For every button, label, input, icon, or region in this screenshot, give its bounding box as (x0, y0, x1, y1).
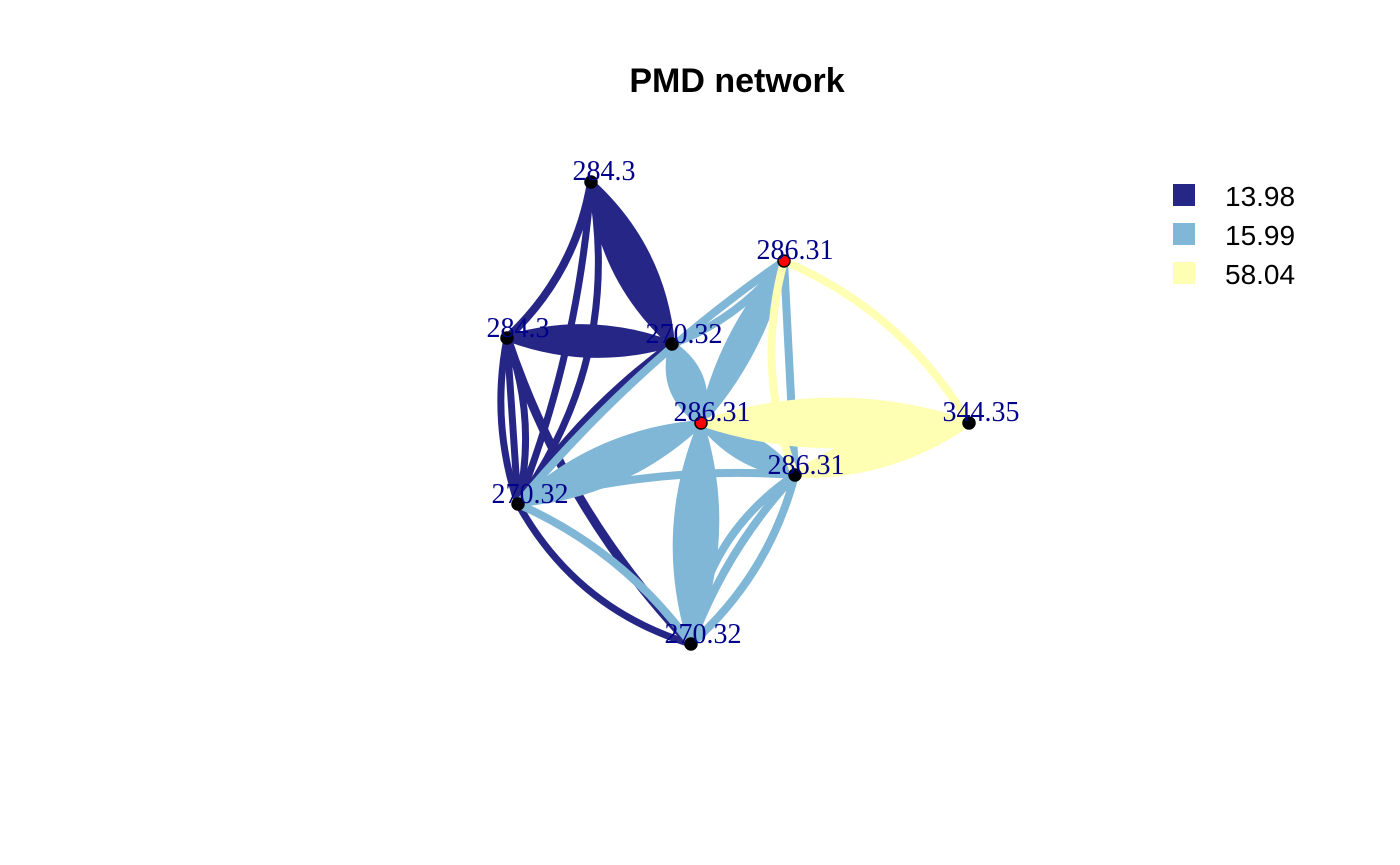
network-edge (514, 500, 695, 648)
node-label: 284.3 (487, 313, 550, 344)
network-node (694, 416, 708, 430)
network-node (788, 468, 802, 482)
network-node (665, 337, 679, 351)
node-label: 344.35 (943, 397, 1020, 428)
network-nodes (500, 175, 976, 651)
chart-title: PMD network (629, 62, 844, 100)
network-edge (791, 419, 973, 479)
node-label: 286.31 (768, 450, 845, 481)
legend-label-2: 15.99 (1225, 220, 1295, 251)
legend-swatch-3 (1173, 262, 1195, 284)
node-label: 270.32 (492, 479, 569, 510)
network-node (511, 497, 525, 511)
network-edge (497, 334, 522, 508)
network-edge (514, 500, 695, 648)
legend: 13.98 15.99 58.04 (1173, 181, 1295, 290)
node-label: 270.32 (646, 319, 723, 350)
network-node (584, 175, 598, 189)
network-edge (514, 257, 788, 508)
legend-swatch-1 (1173, 184, 1195, 206)
network-node-labels: 284.3 284.3 270.32 286.31 286.31 344.35 286.31… (487, 156, 1020, 650)
network-edge (767, 257, 799, 479)
network-edges (497, 178, 973, 649)
legend-label-1: 13.98 (1225, 181, 1295, 212)
network-edge (687, 471, 799, 648)
node-label: 270.32 (665, 619, 742, 650)
network-edge (503, 334, 522, 508)
legend-swatch-2 (1173, 223, 1195, 245)
legend-label-3: 58.04 (1225, 259, 1295, 290)
network-edge (687, 471, 799, 648)
node-label: 284.3 (573, 156, 636, 187)
node-label: 286.31 (674, 397, 751, 428)
network-node (684, 637, 698, 651)
network-edge (780, 257, 799, 479)
network-node (777, 254, 791, 268)
network-edge (687, 471, 799, 648)
network-edge (514, 468, 799, 508)
node-label: 286.31 (757, 235, 834, 266)
network-node (500, 331, 514, 345)
network-node (962, 416, 976, 430)
network-edge (780, 257, 973, 427)
